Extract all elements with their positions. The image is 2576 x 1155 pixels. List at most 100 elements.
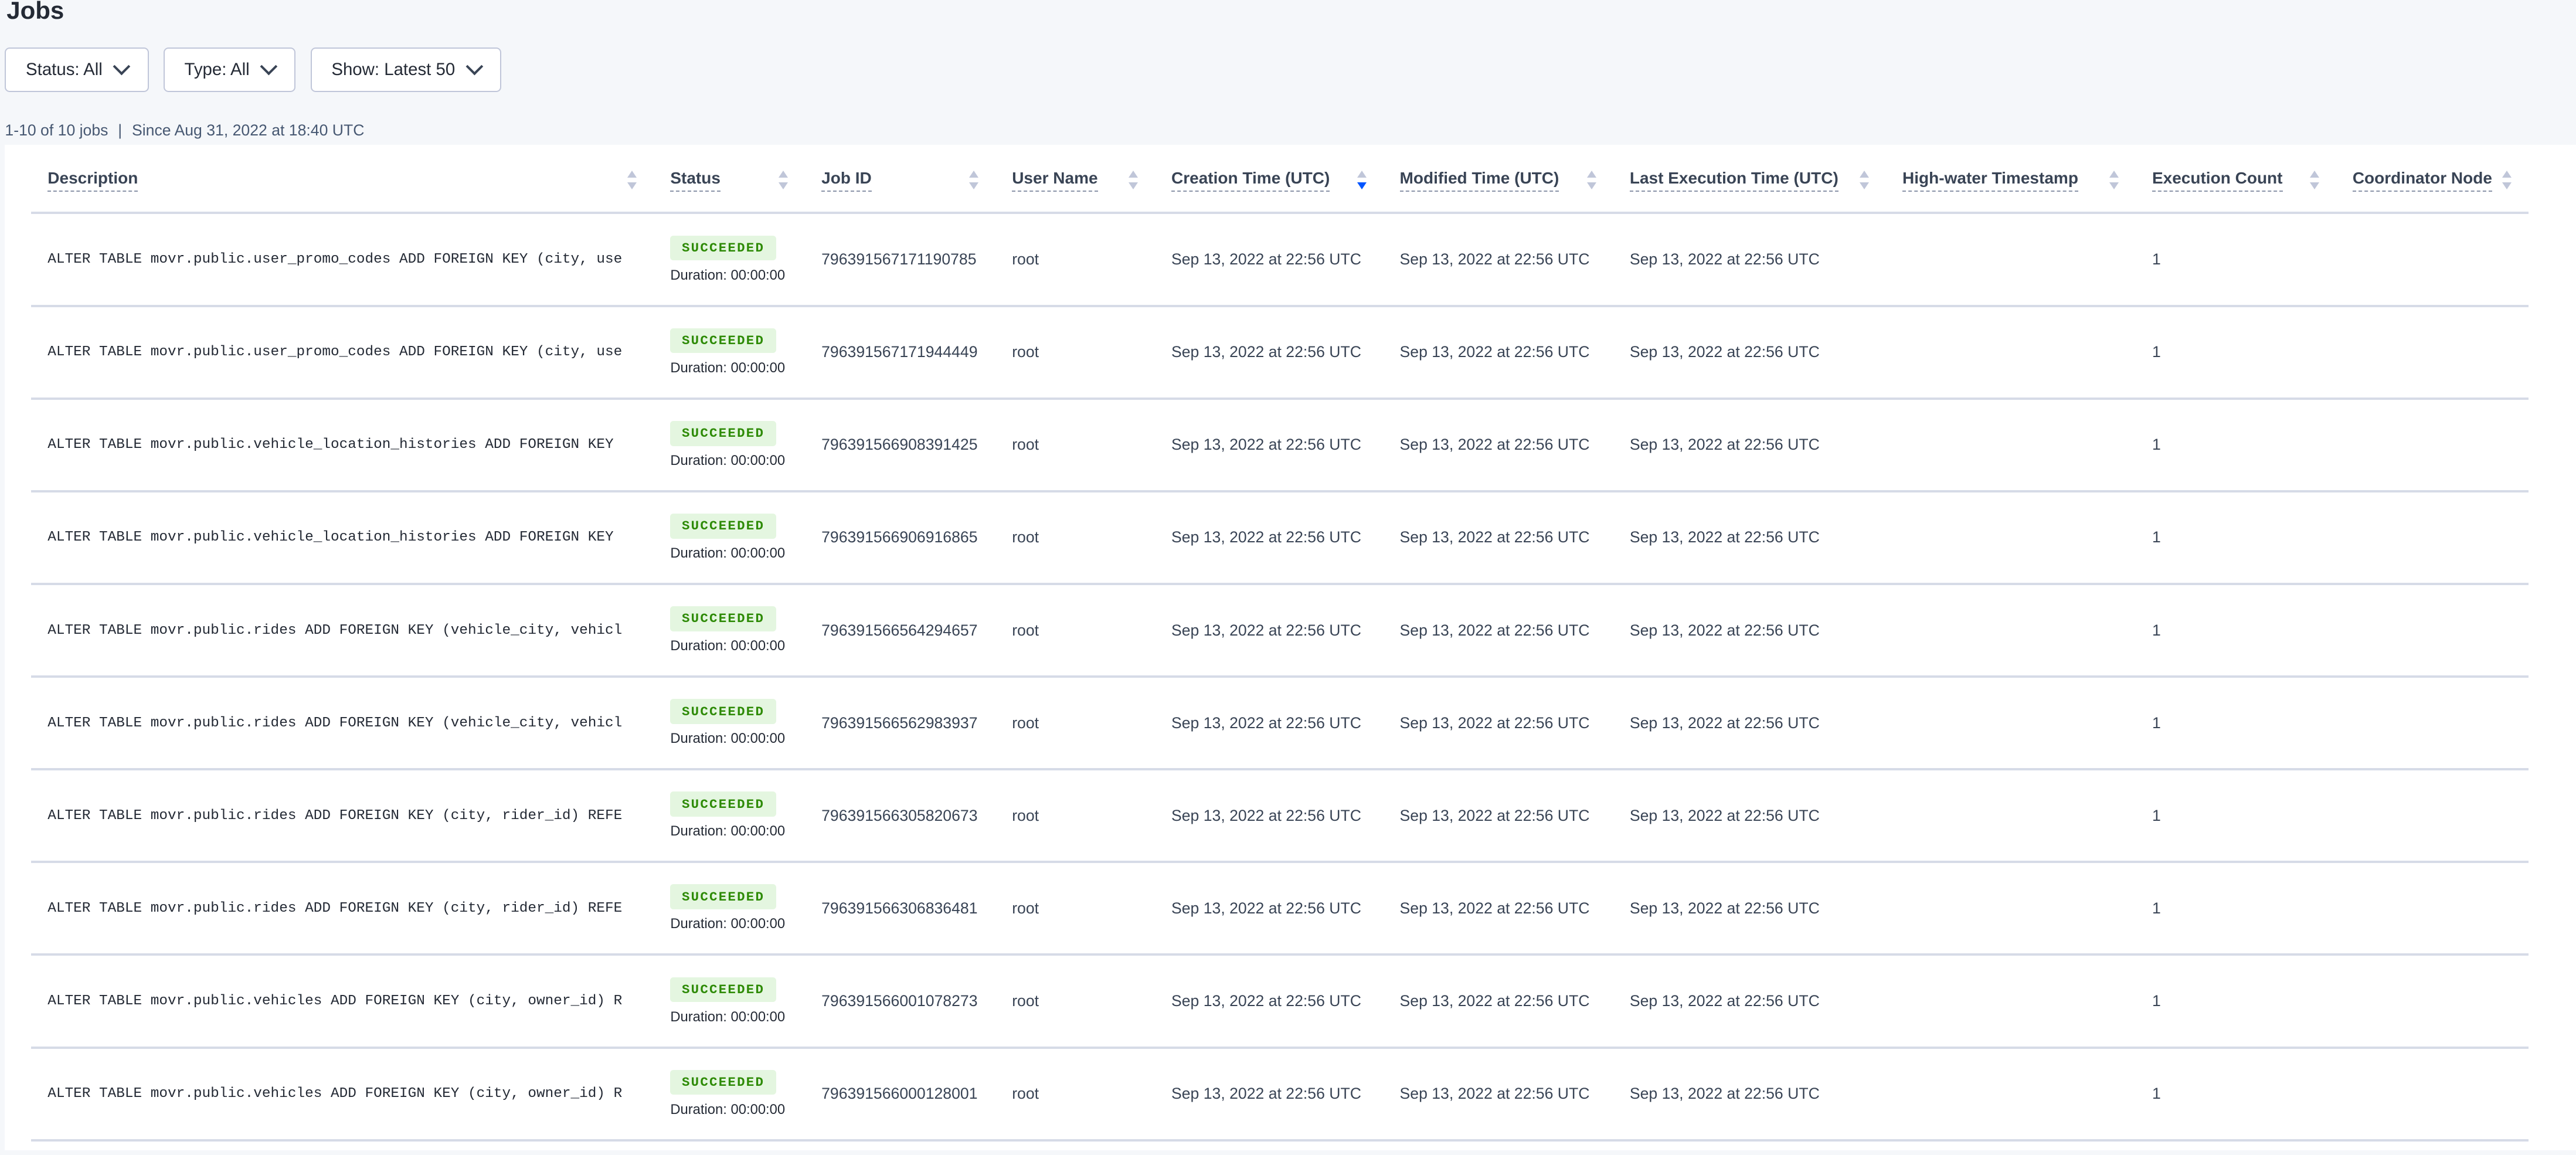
status-filter-label: Status: All (26, 60, 103, 80)
column-header-label: Creation Time (UTC) (1171, 169, 1330, 192)
job-description[interactable]: ALTER TABLE movr.public.vehicles ADD FOR… (47, 1086, 623, 1102)
column-header-label: Description (47, 169, 138, 192)
creation-time-cell: Sep 13, 2022 at 22:56 UTC (1154, 1047, 1384, 1142)
column-header-creation-time-utc[interactable]: Creation Time (UTC) (1154, 144, 1384, 215)
sort-ascending-icon (1357, 170, 1367, 178)
duration: Duration: 00:00:00 (670, 638, 786, 654)
last-execution-time: Sep 13, 2022 at 22:56 UTC (1629, 992, 1820, 1010)
sort-ascending-icon (1860, 170, 1870, 178)
chevron-down-icon (465, 57, 483, 76)
table-row[interactable]: ALTER TABLE movr.public.rides ADD FOREIG… (31, 583, 2529, 678)
column-header-user-name[interactable]: User Name (995, 144, 1155, 215)
sort-descending-icon (1129, 182, 1139, 190)
table-row[interactable]: ALTER TABLE movr.public.rides ADD FOREIG… (31, 677, 2529, 771)
description-cell: ALTER TABLE movr.public.user_promo_codes… (31, 305, 654, 400)
sort-icon[interactable] (2502, 170, 2512, 191)
last-execution-time: Sep 13, 2022 at 22:56 UTC (1629, 1085, 1820, 1103)
coordinator-node-cell (2336, 583, 2529, 678)
table-row[interactable]: ALTER TABLE movr.public.vehicle_location… (31, 398, 2529, 492)
table-row[interactable]: ALTER TABLE movr.public.rides ADD FOREIG… (31, 862, 2529, 956)
job-description[interactable]: ALTER TABLE movr.public.user_promo_codes… (47, 344, 623, 361)
job-description[interactable]: ALTER TABLE movr.public.vehicle_location… (47, 529, 614, 546)
execution-count: 1 (2152, 436, 2161, 454)
creation-time: Sep 13, 2022 at 22:56 UTC (1171, 528, 1361, 546)
last-execution-time-cell: Sep 13, 2022 at 22:56 UTC (1613, 954, 1886, 1049)
last-execution-time: Sep 13, 2022 at 22:56 UTC (1629, 343, 1820, 361)
column-header-modified-time-utc[interactable]: Modified Time (UTC) (1383, 144, 1613, 215)
status-filter-dropdown[interactable]: Status: All (5, 47, 149, 92)
description-cell: ALTER TABLE movr.public.rides ADD FOREIG… (31, 583, 654, 678)
table-row[interactable]: ALTER TABLE movr.public.vehicles ADD FOR… (31, 1047, 2529, 1142)
last-execution-time: Sep 13, 2022 at 22:56 UTC (1629, 806, 1820, 824)
show-filter-dropdown[interactable]: Show: Latest 50 (310, 47, 502, 92)
last-execution-time-cell: Sep 13, 2022 at 22:56 UTC (1613, 213, 1886, 307)
job-description[interactable]: ALTER TABLE movr.public.rides ADD FOREIG… (47, 622, 623, 638)
sort-icon[interactable] (2109, 170, 2119, 191)
coordinator-node-cell (2336, 398, 2529, 492)
status-badge: SUCCEEDED (670, 1069, 776, 1095)
job-description[interactable]: ALTER TABLE movr.public.user_promo_codes… (47, 252, 623, 268)
modified-time-cell: Sep 13, 2022 at 22:56 UTC (1383, 213, 1613, 307)
creation-time-cell: Sep 13, 2022 at 22:56 UTC (1154, 583, 1384, 678)
modified-time-cell: Sep 13, 2022 at 22:56 UTC (1383, 583, 1613, 678)
column-header-label: Last Execution Time (UTC) (1629, 169, 1838, 192)
execution-count: 1 (2152, 1085, 2161, 1103)
user-name: root (1012, 528, 1039, 546)
separator: | (118, 121, 123, 140)
sort-ascending-icon (779, 170, 789, 178)
execution-count: 1 (2152, 992, 2161, 1010)
last-execution-time: Sep 13, 2022 at 22:56 UTC (1629, 899, 1820, 917)
creation-time: Sep 13, 2022 at 22:56 UTC (1171, 899, 1361, 917)
job-description[interactable]: ALTER TABLE movr.public.rides ADD FOREIG… (47, 715, 623, 731)
table-row[interactable]: ALTER TABLE movr.public.user_promo_codes… (31, 213, 2529, 307)
sort-icon[interactable] (1129, 170, 1139, 191)
sort-ascending-icon (2309, 170, 2319, 178)
sort-descending-icon (627, 182, 637, 190)
modified-time: Sep 13, 2022 at 22:56 UTC (1399, 528, 1590, 546)
sort-icon[interactable] (627, 170, 637, 191)
modified-time: Sep 13, 2022 at 22:56 UTC (1399, 436, 1590, 454)
job-description[interactable]: ALTER TABLE movr.public.rides ADD FOREIG… (47, 900, 623, 916)
last-execution-time-cell: Sep 13, 2022 at 22:56 UTC (1613, 1047, 1886, 1142)
column-header-high-water-timestamp[interactable]: High-water Timestamp (1885, 144, 2136, 215)
job-description[interactable]: ALTER TABLE movr.public.vehicles ADD FOR… (47, 993, 623, 1010)
column-header-description[interactable]: Description (31, 144, 654, 215)
sort-icon[interactable] (969, 170, 979, 191)
column-header-status[interactable]: Status (654, 144, 806, 215)
modified-time: Sep 13, 2022 at 22:56 UTC (1399, 899, 1590, 917)
sort-icon[interactable] (1357, 170, 1367, 191)
coordinator-node-cell (2336, 954, 2529, 1049)
sort-icon[interactable] (1586, 170, 1597, 191)
jobs-table: Description Status Job ID User Name Creation… (31, 144, 2529, 1142)
column-header-coordinator-node[interactable]: Coordinator Node (2336, 144, 2529, 215)
sort-descending-icon (2502, 182, 2512, 190)
duration: Duration: 00:00:00 (670, 916, 786, 932)
duration: Duration: 00:00:00 (670, 452, 786, 468)
column-header-last-execution-time-utc[interactable]: Last Execution Time (UTC) (1613, 144, 1886, 215)
type-filter-dropdown[interactable]: Type: All (163, 47, 296, 92)
table-row[interactable]: ALTER TABLE movr.public.rides ADD FOREIG… (31, 769, 2529, 864)
user-name: root (1012, 250, 1039, 269)
status-cell: SUCCEEDED Duration: 00:00:00 (654, 677, 806, 771)
sort-icon[interactable] (2309, 170, 2320, 191)
coordinator-node-cell (2336, 862, 2529, 956)
creation-time: Sep 13, 2022 at 22:56 UTC (1171, 621, 1361, 639)
table-row[interactable]: ALTER TABLE movr.public.vehicle_location… (31, 491, 2529, 585)
table-row[interactable]: ALTER TABLE movr.public.vehicles ADD FOR… (31, 954, 2529, 1049)
user-name-cell: root (995, 677, 1155, 771)
column-header-execution-count[interactable]: Execution Count (2135, 144, 2336, 215)
coordinator-node-cell (2336, 213, 2529, 307)
modified-time: Sep 13, 2022 at 22:56 UTC (1399, 250, 1590, 269)
sort-icon[interactable] (1860, 170, 1870, 191)
execution-count: 1 (2152, 528, 2161, 546)
sort-icon[interactable] (779, 170, 789, 191)
last-execution-time-cell: Sep 13, 2022 at 22:56 UTC (1613, 862, 1886, 956)
creation-time: Sep 13, 2022 at 22:56 UTC (1171, 343, 1361, 361)
job-description[interactable]: ALTER TABLE movr.public.vehicle_location… (47, 437, 614, 453)
column-header-job-id[interactable]: Job ID (805, 144, 996, 215)
job-id: 796391567171944449 (821, 343, 978, 361)
table-row[interactable]: ALTER TABLE movr.public.user_promo_codes… (31, 305, 2529, 400)
status-badge: SUCCEEDED (670, 328, 776, 354)
job-description[interactable]: ALTER TABLE movr.public.rides ADD FOREIG… (47, 807, 623, 824)
user-name: root (1012, 992, 1039, 1010)
